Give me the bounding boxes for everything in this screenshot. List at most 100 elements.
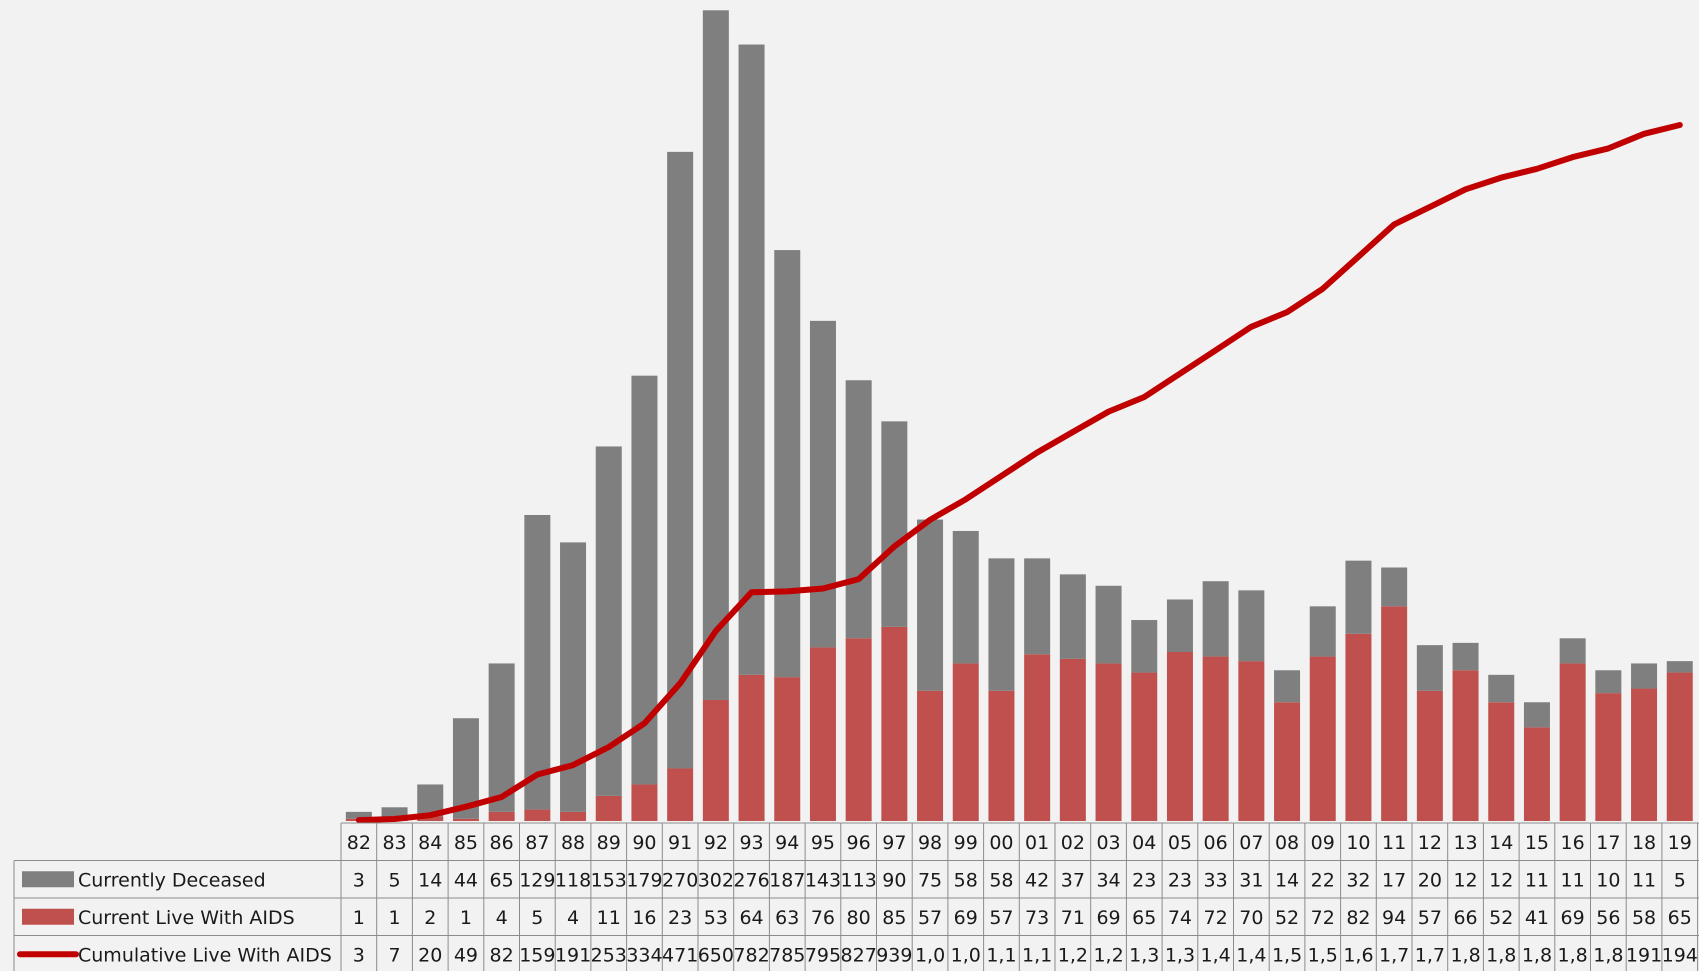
bar-live-09 (1309, 656, 1336, 821)
cell-2-14: 1,8 (1486, 944, 1516, 966)
cell-2-98: 1,0 (915, 944, 945, 966)
category-label-14: 14 (1489, 832, 1513, 854)
bar-deceased-10 (1345, 560, 1372, 634)
cell-1-18: 58 (1632, 907, 1656, 929)
cell-1-14: 52 (1489, 907, 1513, 929)
bar-live-96 (845, 638, 872, 821)
bar-deceased-17 (1595, 670, 1622, 694)
bar-live-10 (1345, 633, 1372, 821)
bar-deceased-15 (1523, 702, 1550, 728)
cell-1-88: 4 (567, 907, 579, 929)
category-label-17: 17 (1596, 832, 1620, 854)
category-label-05: 05 (1168, 832, 1192, 854)
category-label-90: 90 (632, 832, 656, 854)
cell-1-07: 70 (1239, 907, 1263, 929)
category-label-88: 88 (561, 832, 585, 854)
cell-2-99: 1,0 (951, 944, 981, 966)
bar-live-19 (1666, 672, 1693, 821)
cell-1-84: 2 (424, 907, 436, 929)
cell-2-06: 1,4 (1201, 944, 1231, 966)
cell-0-98: 75 (918, 869, 942, 891)
bar-deceased-12 (1416, 645, 1443, 691)
category-label-19: 19 (1668, 832, 1692, 854)
bar-live-01 (1024, 654, 1051, 821)
bar-live-06 (1202, 656, 1229, 821)
cell-1-13: 66 (1453, 907, 1477, 929)
cell-0-11: 17 (1382, 869, 1406, 891)
cell-1-00: 57 (989, 907, 1013, 929)
bar-live-18 (1631, 688, 1658, 821)
cell-1-92: 53 (704, 907, 728, 929)
cell-2-15: 1,8 (1522, 944, 1552, 966)
bar-deceased-01 (1024, 558, 1051, 655)
bar-deceased-92 (702, 10, 729, 700)
bar-live-02 (1059, 658, 1086, 821)
cell-0-82: 3 (353, 869, 365, 891)
cell-1-93: 64 (739, 907, 763, 929)
category-label-04: 04 (1132, 832, 1156, 854)
cell-0-86: 65 (490, 869, 514, 891)
cell-2-90: 334 (626, 944, 662, 966)
cell-1-01: 73 (1025, 907, 1049, 929)
bar-live-11 (1381, 606, 1408, 821)
cell-0-88: 118 (555, 869, 591, 891)
cell-0-03: 34 (1096, 869, 1120, 891)
bar-live-88 (560, 811, 587, 821)
cell-0-00: 58 (989, 869, 1013, 891)
cell-2-92: 650 (698, 944, 734, 966)
cell-0-96: 113 (841, 869, 877, 891)
bar-deceased-19 (1666, 661, 1693, 673)
cell-0-97: 90 (882, 869, 906, 891)
cell-2-84: 20 (418, 944, 442, 966)
cell-2-09: 1,5 (1308, 944, 1338, 966)
category-label-07: 07 (1239, 832, 1263, 854)
category-label-91: 91 (668, 832, 692, 854)
category-label-10: 10 (1346, 832, 1370, 854)
cell-2-17: 1,8 (1593, 944, 1623, 966)
cell-2-96: 827 (841, 944, 877, 966)
bar-live-17 (1595, 693, 1622, 821)
cell-0-91: 270 (662, 869, 698, 891)
category-label-12: 12 (1418, 832, 1442, 854)
legend-key-0 (22, 871, 74, 888)
cell-2-08: 1,5 (1272, 944, 1302, 966)
category-label-95: 95 (811, 832, 835, 854)
bar-live-00 (988, 690, 1015, 821)
category-label-18: 18 (1632, 832, 1656, 854)
cell-1-06: 72 (1204, 907, 1228, 929)
cell-1-91: 23 (668, 907, 692, 929)
cell-1-03: 69 (1096, 907, 1120, 929)
cell-0-84: 14 (418, 869, 442, 891)
cell-1-15: 41 (1525, 907, 1549, 929)
cell-2-82: 3 (353, 944, 365, 966)
cell-2-97: 939 (876, 944, 912, 966)
cell-2-13: 1,8 (1450, 944, 1480, 966)
bar-deceased-04 (1131, 620, 1158, 673)
cell-1-10: 82 (1346, 907, 1370, 929)
cell-2-85: 49 (454, 944, 478, 966)
legend-key-1 (22, 908, 74, 925)
cell-1-12: 57 (1418, 907, 1442, 929)
cell-1-85: 1 (460, 907, 472, 929)
category-label-94: 94 (775, 832, 799, 854)
cell-0-95: 143 (805, 869, 841, 891)
bar-deceased-13 (1452, 642, 1479, 671)
cell-2-03: 1,2 (1093, 944, 1123, 966)
category-label-02: 02 (1061, 832, 1085, 854)
category-label-87: 87 (525, 832, 549, 854)
bar-deceased-09 (1309, 606, 1336, 657)
cell-0-94: 187 (769, 869, 805, 891)
bar-deceased-83 (381, 807, 408, 819)
cell-0-14: 12 (1489, 869, 1513, 891)
cell-0-89: 153 (591, 869, 627, 891)
category-label-01: 01 (1025, 832, 1049, 854)
bar-deceased-98 (917, 519, 944, 691)
category-label-11: 11 (1382, 832, 1406, 854)
bar-deceased-94 (774, 250, 801, 678)
cell-0-17: 10 (1596, 869, 1620, 891)
cell-0-85: 44 (454, 869, 478, 891)
cell-1-86: 4 (496, 907, 508, 929)
bar-live-99 (952, 663, 979, 821)
